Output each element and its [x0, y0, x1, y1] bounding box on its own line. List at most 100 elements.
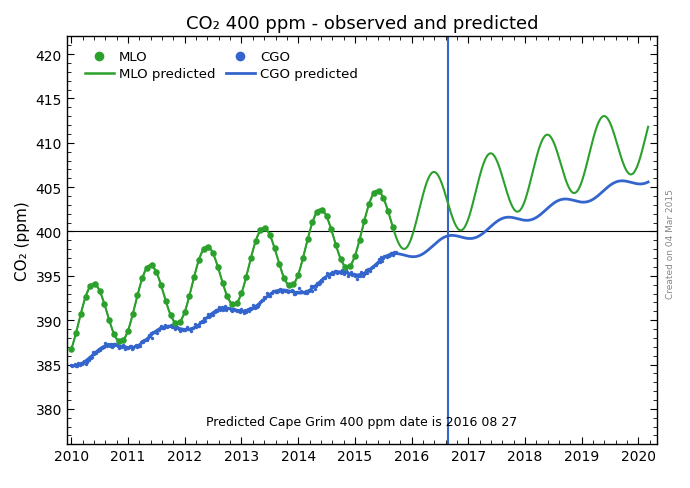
Point [391, 249, 402, 257]
Legend: MLO, MLO predicted, CGO, CGO predicted: MLO, MLO predicted, CGO, CGO predicted [79, 46, 364, 86]
Point [79, 358, 90, 366]
Point [281, 286, 292, 294]
Point [153, 326, 164, 334]
Point [273, 287, 284, 295]
Text: Created on 04 Mar 2015: Created on 04 Mar 2015 [666, 189, 675, 299]
Point [275, 286, 286, 294]
Point [264, 292, 275, 300]
Point [141, 336, 152, 344]
Point [321, 270, 332, 278]
Point [290, 288, 302, 296]
Point [341, 266, 352, 274]
Point [191, 322, 202, 330]
Point [141, 264, 152, 272]
Point [221, 305, 233, 312]
Point [266, 290, 277, 298]
Point [72, 359, 83, 367]
Point [302, 236, 313, 244]
Point [163, 322, 174, 330]
Point [279, 286, 290, 294]
Point [213, 264, 224, 271]
Point [244, 308, 255, 316]
Point [362, 266, 373, 274]
Point [246, 305, 257, 313]
Point [387, 224, 398, 231]
Point [110, 341, 121, 349]
Point [86, 354, 97, 362]
Point [174, 325, 185, 333]
Point [359, 217, 370, 225]
Point [328, 269, 339, 277]
Point [316, 206, 327, 214]
Point [268, 287, 279, 295]
Point [346, 272, 357, 280]
Point [112, 342, 123, 349]
Point [219, 303, 230, 311]
Point [168, 324, 179, 332]
Point [195, 318, 206, 326]
Point [302, 288, 313, 296]
Point [110, 340, 121, 348]
Point [289, 290, 300, 298]
Point [97, 344, 108, 351]
Point [198, 319, 209, 326]
Point [240, 309, 251, 317]
Point [105, 341, 116, 348]
Point [159, 322, 170, 329]
Point [366, 264, 377, 272]
Point [335, 256, 346, 264]
Point [92, 347, 103, 355]
Point [373, 187, 384, 195]
Point [390, 250, 401, 258]
Point [348, 270, 359, 278]
Point [224, 304, 235, 312]
Point [221, 293, 233, 301]
Point [165, 311, 176, 319]
Point [118, 343, 129, 350]
Point [369, 262, 380, 270]
Point [373, 256, 384, 264]
Point [370, 262, 381, 269]
Point [80, 360, 91, 367]
Point [241, 306, 253, 314]
Point [323, 274, 334, 282]
Point [197, 317, 208, 325]
Point [127, 345, 138, 353]
Point [137, 275, 148, 283]
Point [381, 253, 392, 261]
Point [288, 290, 299, 298]
Point [276, 288, 287, 296]
Point [184, 325, 195, 333]
Point [185, 325, 196, 333]
Point [375, 259, 386, 266]
Point [159, 324, 170, 332]
Point [70, 362, 81, 370]
Point [326, 226, 337, 234]
Point [264, 231, 275, 239]
Point [133, 343, 144, 351]
Point [212, 307, 223, 315]
Point [377, 194, 388, 202]
Point [132, 342, 144, 350]
Point [306, 283, 317, 290]
Point [315, 279, 326, 287]
Point [330, 268, 341, 276]
Point [324, 270, 335, 278]
Point [170, 319, 181, 327]
Point [345, 269, 356, 277]
Point [229, 306, 240, 314]
Point [157, 325, 168, 332]
Point [238, 309, 249, 317]
Point [296, 288, 307, 296]
Point [357, 272, 368, 280]
Point [112, 342, 124, 350]
Point [226, 301, 237, 308]
Point [84, 353, 95, 361]
Point [386, 250, 397, 258]
Point [76, 359, 87, 367]
Point [349, 253, 360, 261]
Point [115, 344, 126, 351]
Point [208, 311, 219, 319]
Point [318, 275, 329, 283]
Point [383, 252, 394, 260]
